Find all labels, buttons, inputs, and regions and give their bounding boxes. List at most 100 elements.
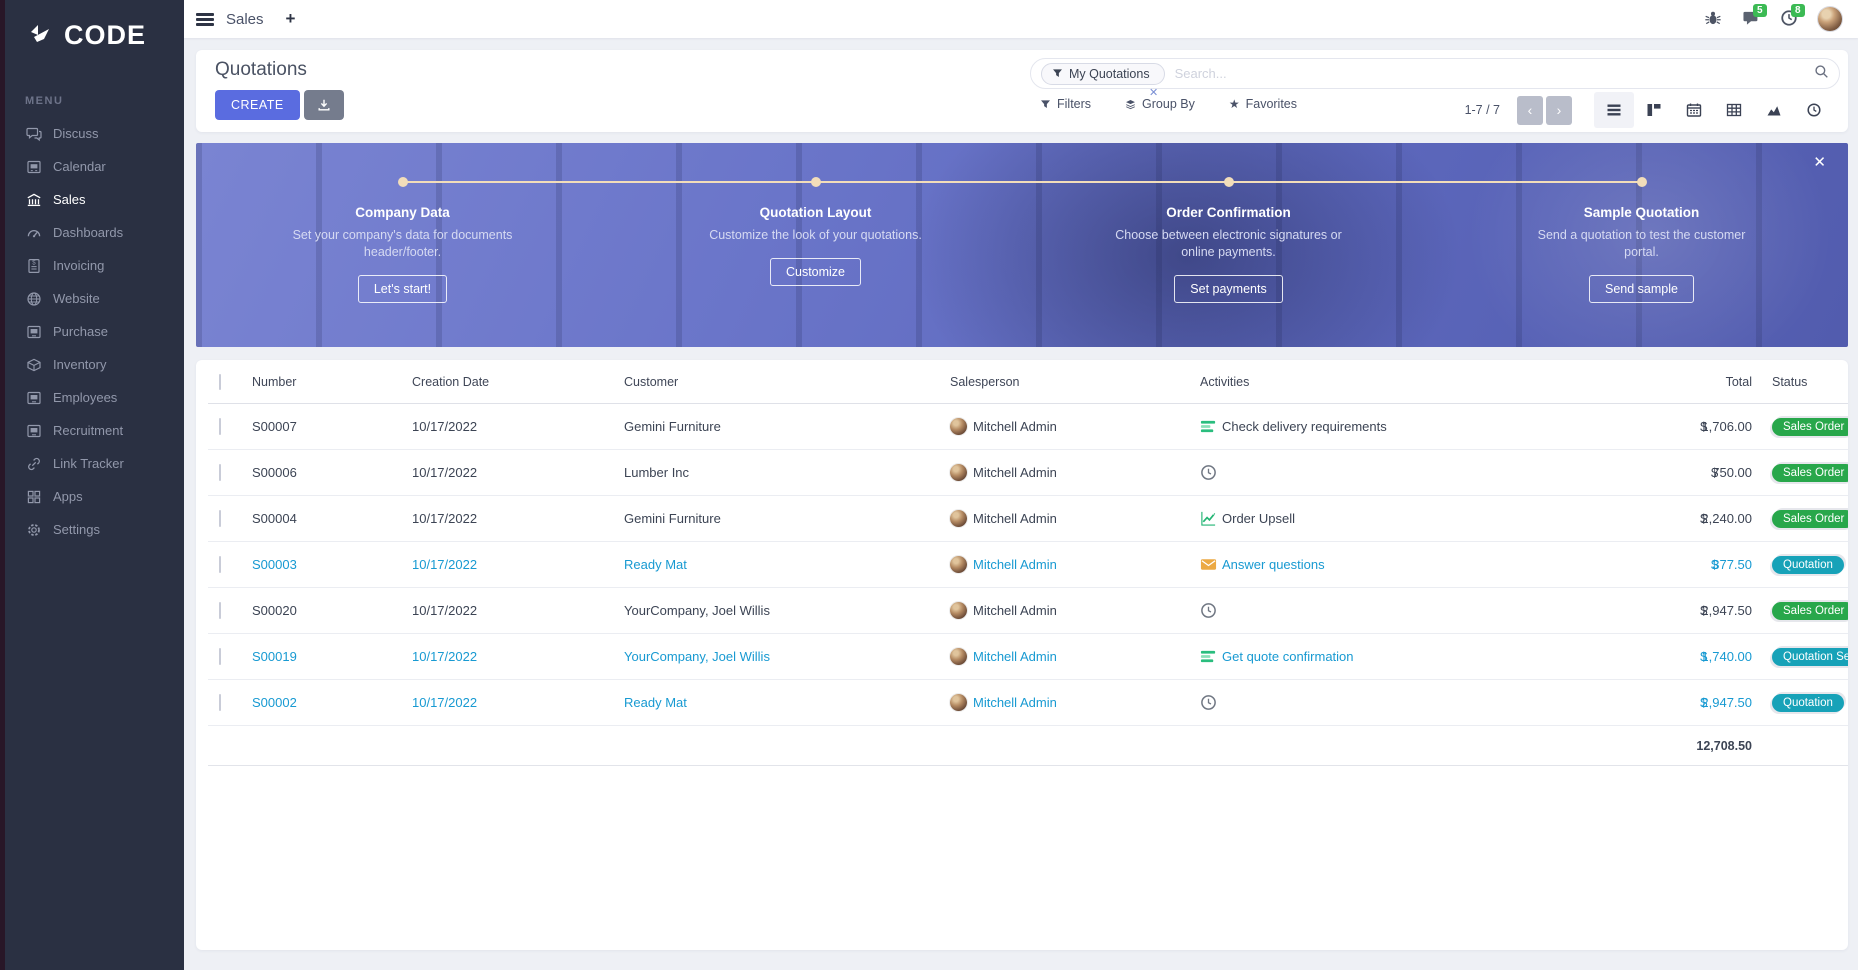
- sidebar-nav: Discuss Calendar Sales Dashboards $ Invoicing…: [5, 117, 184, 546]
- sidebar-item-recruitment[interactable]: Recruitment: [5, 414, 184, 447]
- select-all-checkbox[interactable]: [219, 373, 221, 390]
- cell-activities[interactable]: Answer questions: [1200, 556, 1622, 573]
- sidebar-item-calendar[interactable]: Calendar: [5, 150, 184, 183]
- row-checkbox[interactable]: [219, 648, 221, 665]
- group-by-button[interactable]: Group By: [1125, 97, 1195, 111]
- row-checkbox[interactable]: [219, 694, 221, 711]
- dashboards-icon: [26, 225, 42, 241]
- sidebar-item-invoicing[interactable]: $ Invoicing: [5, 249, 184, 282]
- sidebar-item-link-tracker[interactable]: Link Tracker: [5, 447, 184, 480]
- funnel-icon: [1041, 99, 1050, 108]
- sidebar-item-sales[interactable]: Sales: [5, 183, 184, 216]
- messages-count-badge: 5: [1753, 4, 1767, 17]
- sidebar-item-discuss[interactable]: Discuss: [5, 117, 184, 150]
- sidebar-item-purchase[interactable]: Purchase: [5, 315, 184, 348]
- table-row-s00004[interactable]: S00004 10/17/2022 Gemini Furniture Mitchell…: [208, 496, 1848, 542]
- table-row-s00007[interactable]: S00007 10/17/2022 Gemini Furniture Mitchell…: [208, 404, 1848, 450]
- search-bar[interactable]: My Quotations ✕ Search...: [1030, 58, 1840, 99]
- view-list-button[interactable]: [1594, 92, 1634, 128]
- sidebar-item-dashboards[interactable]: Dashboards: [5, 216, 184, 249]
- sidebar-item-settings[interactable]: Settings: [5, 513, 184, 546]
- create-button[interactable]: CREATE: [215, 90, 300, 120]
- cell-status: Sales Order: [1752, 463, 1848, 482]
- view-graph-button[interactable]: [1754, 92, 1794, 128]
- action-buttons: CREATE: [215, 90, 344, 120]
- export-button[interactable]: [303, 90, 344, 120]
- row-checkbox[interactable]: [219, 556, 221, 573]
- table-row-s00006[interactable]: S00006 10/17/2022 Lumber Inc Mitchell Admin…: [208, 450, 1848, 496]
- filters-button[interactable]: Filters: [1040, 97, 1091, 111]
- row-checkbox[interactable]: [219, 418, 221, 435]
- cell-activities[interactable]: Get quote confirmation: [1200, 648, 1622, 665]
- row-checkbox[interactable]: [219, 464, 221, 481]
- sidebar-item-inventory[interactable]: Inventory: [5, 348, 184, 381]
- sidebar-item-label: Calendar: [53, 159, 106, 174]
- activities-clock-icon[interactable]: 8: [1780, 4, 1805, 29]
- status-badge: Quotation: [1772, 555, 1844, 574]
- step-action-button[interactable]: Set payments: [1174, 274, 1283, 303]
- col-header-creation-date[interactable]: Creation Date: [412, 374, 490, 389]
- cell-activities[interactable]: Check delivery requirements: [1200, 418, 1622, 435]
- cell-salesperson: Mitchell Admin: [950, 510, 1200, 527]
- search-icon[interactable]: [1814, 64, 1829, 84]
- sidebar-item-label: Dashboards: [53, 225, 124, 240]
- salesperson-avatar: [950, 464, 967, 481]
- cell-activities[interactable]: Order Upsell: [1200, 510, 1622, 527]
- facet-remove-icon[interactable]: ✕: [1149, 87, 1159, 99]
- sidebar-item-apps[interactable]: Apps: [5, 480, 184, 513]
- step-dot: [397, 177, 408, 187]
- table-row-s00003[interactable]: S00003 10/17/2022 Ready Mat Mitchell Admin A…: [208, 542, 1848, 588]
- cell-salesperson: Mitchell Admin: [950, 694, 1200, 711]
- step-action-button[interactable]: Let's start!: [357, 274, 448, 303]
- sidebar-item-label: Purchase: [53, 324, 108, 339]
- left-edge-strip: [0, 0, 5, 970]
- favorites-button[interactable]: ★ Favorites: [1228, 97, 1298, 111]
- messages-icon[interactable]: 5: [1742, 4, 1767, 29]
- activity-clock-icon: [1200, 464, 1217, 481]
- menu-toggle-icon[interactable]: [196, 12, 214, 26]
- user-avatar[interactable]: [1818, 7, 1842, 31]
- activity-list-icon: [1200, 418, 1217, 435]
- facet-label: My Quotations: [1069, 66, 1150, 81]
- cell-activities[interactable]: [1200, 602, 1622, 619]
- pager-next-button[interactable]: ›: [1546, 95, 1572, 125]
- recruitment-icon: [26, 423, 42, 439]
- table-row-s00019[interactable]: S00019 10/17/2022 YourCompany, Joel Willis…: [208, 634, 1848, 680]
- table-row-s00020[interactable]: S00020 10/17/2022 YourCompany, Joel Willis…: [208, 588, 1848, 634]
- cell-number: S00006: [252, 465, 297, 480]
- status-badge: Sales Order: [1772, 463, 1848, 482]
- cell-activities[interactable]: [1200, 464, 1622, 481]
- brand-logo[interactable]: CODE: [5, 0, 184, 51]
- col-header-salesperson[interactable]: Salesperson: [950, 374, 1020, 389]
- new-tab-button[interactable]: +: [285, 9, 296, 28]
- cell-activities[interactable]: [1200, 694, 1622, 711]
- table-row-s00002[interactable]: S00002 10/17/2022 Ready Mat Mitchell Admin $…: [208, 680, 1848, 726]
- row-checkbox[interactable]: [219, 602, 221, 619]
- salesperson-avatar: [950, 648, 967, 665]
- view-pivot-button[interactable]: [1714, 92, 1754, 128]
- step-action-button[interactable]: Send sample: [1589, 274, 1694, 303]
- view-activity-button[interactable]: [1794, 92, 1834, 128]
- banner-close-icon[interactable]: ✕: [1813, 154, 1826, 171]
- sidebar-item-website[interactable]: Website: [5, 282, 184, 315]
- col-header-total[interactable]: Total: [1725, 374, 1752, 389]
- bug-icon[interactable]: [1704, 9, 1724, 29]
- col-header-number[interactable]: Number: [252, 374, 297, 389]
- row-checkbox[interactable]: [219, 510, 221, 527]
- cell-salesperson: Mitchell Admin: [950, 418, 1200, 435]
- current-app-name[interactable]: Sales: [226, 10, 264, 28]
- col-header-status[interactable]: Status: [1772, 374, 1808, 389]
- pager-prev-button[interactable]: ‹: [1517, 95, 1543, 125]
- view-calendar-button[interactable]: [1674, 92, 1714, 128]
- view-kanban-button[interactable]: [1634, 92, 1674, 128]
- step-action-button[interactable]: Customize: [769, 257, 862, 286]
- step-dot: [810, 177, 821, 187]
- col-header-activities[interactable]: Activities: [1200, 374, 1250, 389]
- search-facet-my-quotations[interactable]: My Quotations: [1041, 62, 1165, 85]
- table-footer-row: 12,708.50: [208, 726, 1848, 766]
- cell-number: S00007: [252, 419, 297, 434]
- step-description: Set your company's data for documents he…: [292, 228, 513, 259]
- sidebar-item-employees[interactable]: Employees: [5, 381, 184, 414]
- col-header-customer[interactable]: Customer: [624, 374, 679, 389]
